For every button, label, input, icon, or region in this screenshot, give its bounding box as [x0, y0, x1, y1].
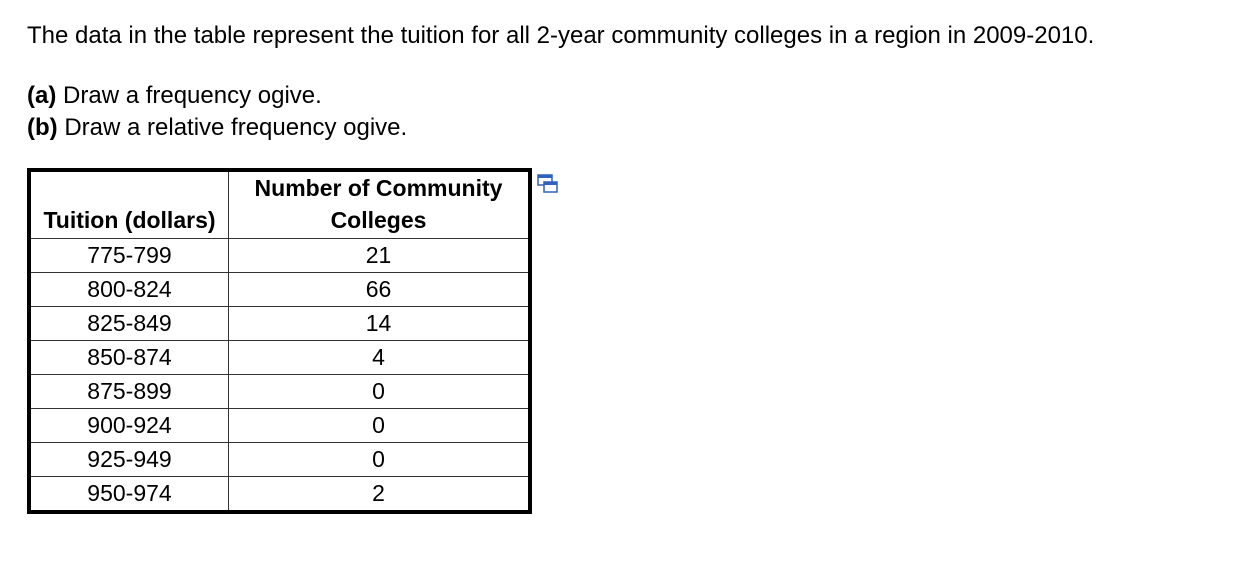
tuition-range: 850-874	[28, 340, 229, 375]
college-count: 2	[228, 476, 531, 513]
column-header: Number of Community Colleges	[228, 169, 531, 239]
data-table: Tuition (dollars) Number of Community Co…	[27, 168, 532, 514]
table-row: 800-824 66	[28, 272, 531, 307]
tuition-range: 900-924	[28, 408, 229, 443]
tuition-range: 800-824	[28, 272, 229, 307]
header-row: Tuition (dollars) Number of Community Co…	[28, 169, 531, 239]
table-row: 850-874 4	[28, 340, 531, 375]
tuition-range: 875-899	[28, 374, 229, 409]
college-count: 0	[228, 374, 531, 409]
table-row: 875-899 0	[28, 374, 531, 409]
part-label: (b)	[27, 114, 58, 141]
college-count: 4	[228, 340, 531, 375]
tuition-range: 775-799	[28, 238, 229, 273]
college-count: 14	[228, 306, 531, 341]
table-row: 925-949 0	[28, 442, 531, 477]
college-count: 66	[228, 272, 531, 307]
table-body: 775-799 21 800-824 66 825-849 14 850-874 4 875-8…	[28, 238, 531, 513]
tuition-range: 950-974	[28, 476, 229, 513]
college-count: 0	[228, 408, 531, 443]
college-count: 0	[228, 442, 531, 477]
part: (a) Draw a frequency ogive.	[27, 80, 407, 112]
table-row: 950-974 2	[28, 476, 531, 513]
intro-text: The data in the table represent the tuit…	[27, 22, 1095, 49]
part: (b) Draw a relative frequency ogive.	[27, 112, 407, 144]
college-count: 21	[228, 238, 531, 273]
part-label: (a)	[27, 82, 57, 109]
column-header-text: Number of Community Colleges	[254, 175, 503, 233]
tuition-range: 925-949	[28, 442, 229, 477]
table-row: 825-849 14	[28, 306, 531, 341]
parts: (a) Draw a frequency ogive. (b) Draw a r…	[27, 80, 407, 144]
part-text: Draw a relative frequency ogive.	[64, 114, 408, 141]
tuition-range: 825-849	[28, 306, 229, 341]
column-header: Tuition (dollars)	[28, 169, 229, 239]
table-row: 900-924 0	[28, 408, 531, 443]
copy-data-icon[interactable]	[537, 174, 559, 194]
part-text: Draw a frequency ogive.	[63, 82, 322, 109]
table-row: 775-799 21	[28, 238, 531, 273]
